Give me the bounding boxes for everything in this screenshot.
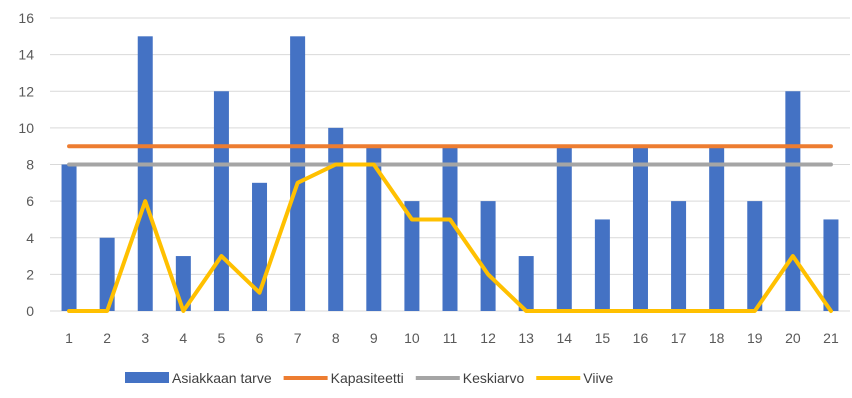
y-tick-label: 14 <box>18 47 34 63</box>
bar-5 <box>213 91 229 311</box>
x-tick-label: 20 <box>785 330 801 346</box>
y-tick-label: 10 <box>18 120 34 136</box>
x-tick-label: 13 <box>518 330 534 346</box>
y-tick-label: 6 <box>26 193 34 209</box>
bar-15 <box>594 219 610 311</box>
x-tick-label: 9 <box>370 330 378 346</box>
x-axis-tick-labels: 1 2 3 4 5 6 7 8 9 10 11 12 13 14 15 16 17 18 19 20 21 <box>65 330 839 346</box>
y-tick-label: 2 <box>26 266 34 282</box>
bar-7 <box>290 36 306 311</box>
x-tick-label: 18 <box>709 330 725 346</box>
y-axis-tick-labels: 0 2 4 6 8 10 12 14 16 <box>18 10 34 319</box>
y-tick-label: 4 <box>26 230 34 246</box>
bar-16 <box>632 146 648 311</box>
bar-14 <box>556 146 572 311</box>
x-tick-label: 11 <box>443 330 458 346</box>
x-tick-label: 3 <box>141 330 149 346</box>
x-tick-label: 12 <box>480 330 496 346</box>
legend-label-kapasiteetti: Kapasiteetti <box>331 370 404 386</box>
bar-3 <box>137 36 153 311</box>
x-tick-label: 16 <box>633 330 649 346</box>
bar-13 <box>518 256 534 311</box>
x-tick-label: 19 <box>747 330 763 346</box>
bar-9 <box>366 146 382 311</box>
y-tick-label: 8 <box>26 157 34 173</box>
legend-label-keskiarvo: Keskiarvo <box>463 370 525 386</box>
bar-18 <box>709 146 725 311</box>
line-series <box>67 144 833 313</box>
line-series-viive <box>67 162 833 313</box>
x-tick-label: 5 <box>218 330 226 346</box>
x-tick-label: 21 <box>823 330 839 346</box>
bar-10 <box>404 201 420 311</box>
x-tick-label: 15 <box>595 330 611 346</box>
x-tick-label: 17 <box>671 330 687 346</box>
bar-12 <box>480 201 496 311</box>
legend: Asiakkaan tarve Kapasiteetti Keskiarvo Viiv… <box>125 370 614 386</box>
bar-19 <box>747 201 763 311</box>
y-tick-label: 12 <box>18 83 34 99</box>
x-tick-label: 4 <box>179 330 187 346</box>
y-tick-label: 16 <box>18 10 34 26</box>
x-tick-label: 1 <box>65 330 73 346</box>
x-tick-label: 7 <box>294 330 302 346</box>
x-tick-label: 6 <box>256 330 264 346</box>
bar-1 <box>61 164 77 311</box>
bar-20 <box>785 91 801 311</box>
bar-8 <box>328 127 344 311</box>
legend-swatch-asiakkaan-tarve <box>125 372 169 383</box>
bar-series <box>61 36 839 311</box>
x-tick-label: 14 <box>556 330 572 346</box>
y-tick-label: 0 <box>26 303 34 319</box>
bar-21 <box>823 219 839 311</box>
x-tick-label: 8 <box>332 330 340 346</box>
legend-label-viive: Viive <box>583 370 613 386</box>
bar-11 <box>442 146 458 311</box>
x-tick-label: 2 <box>103 330 111 346</box>
x-tick-label: 10 <box>404 330 420 346</box>
legend-label-asiakkaan-tarve: Asiakkaan tarve <box>172 370 272 386</box>
bar-17 <box>671 201 687 311</box>
bar-2 <box>99 237 115 311</box>
